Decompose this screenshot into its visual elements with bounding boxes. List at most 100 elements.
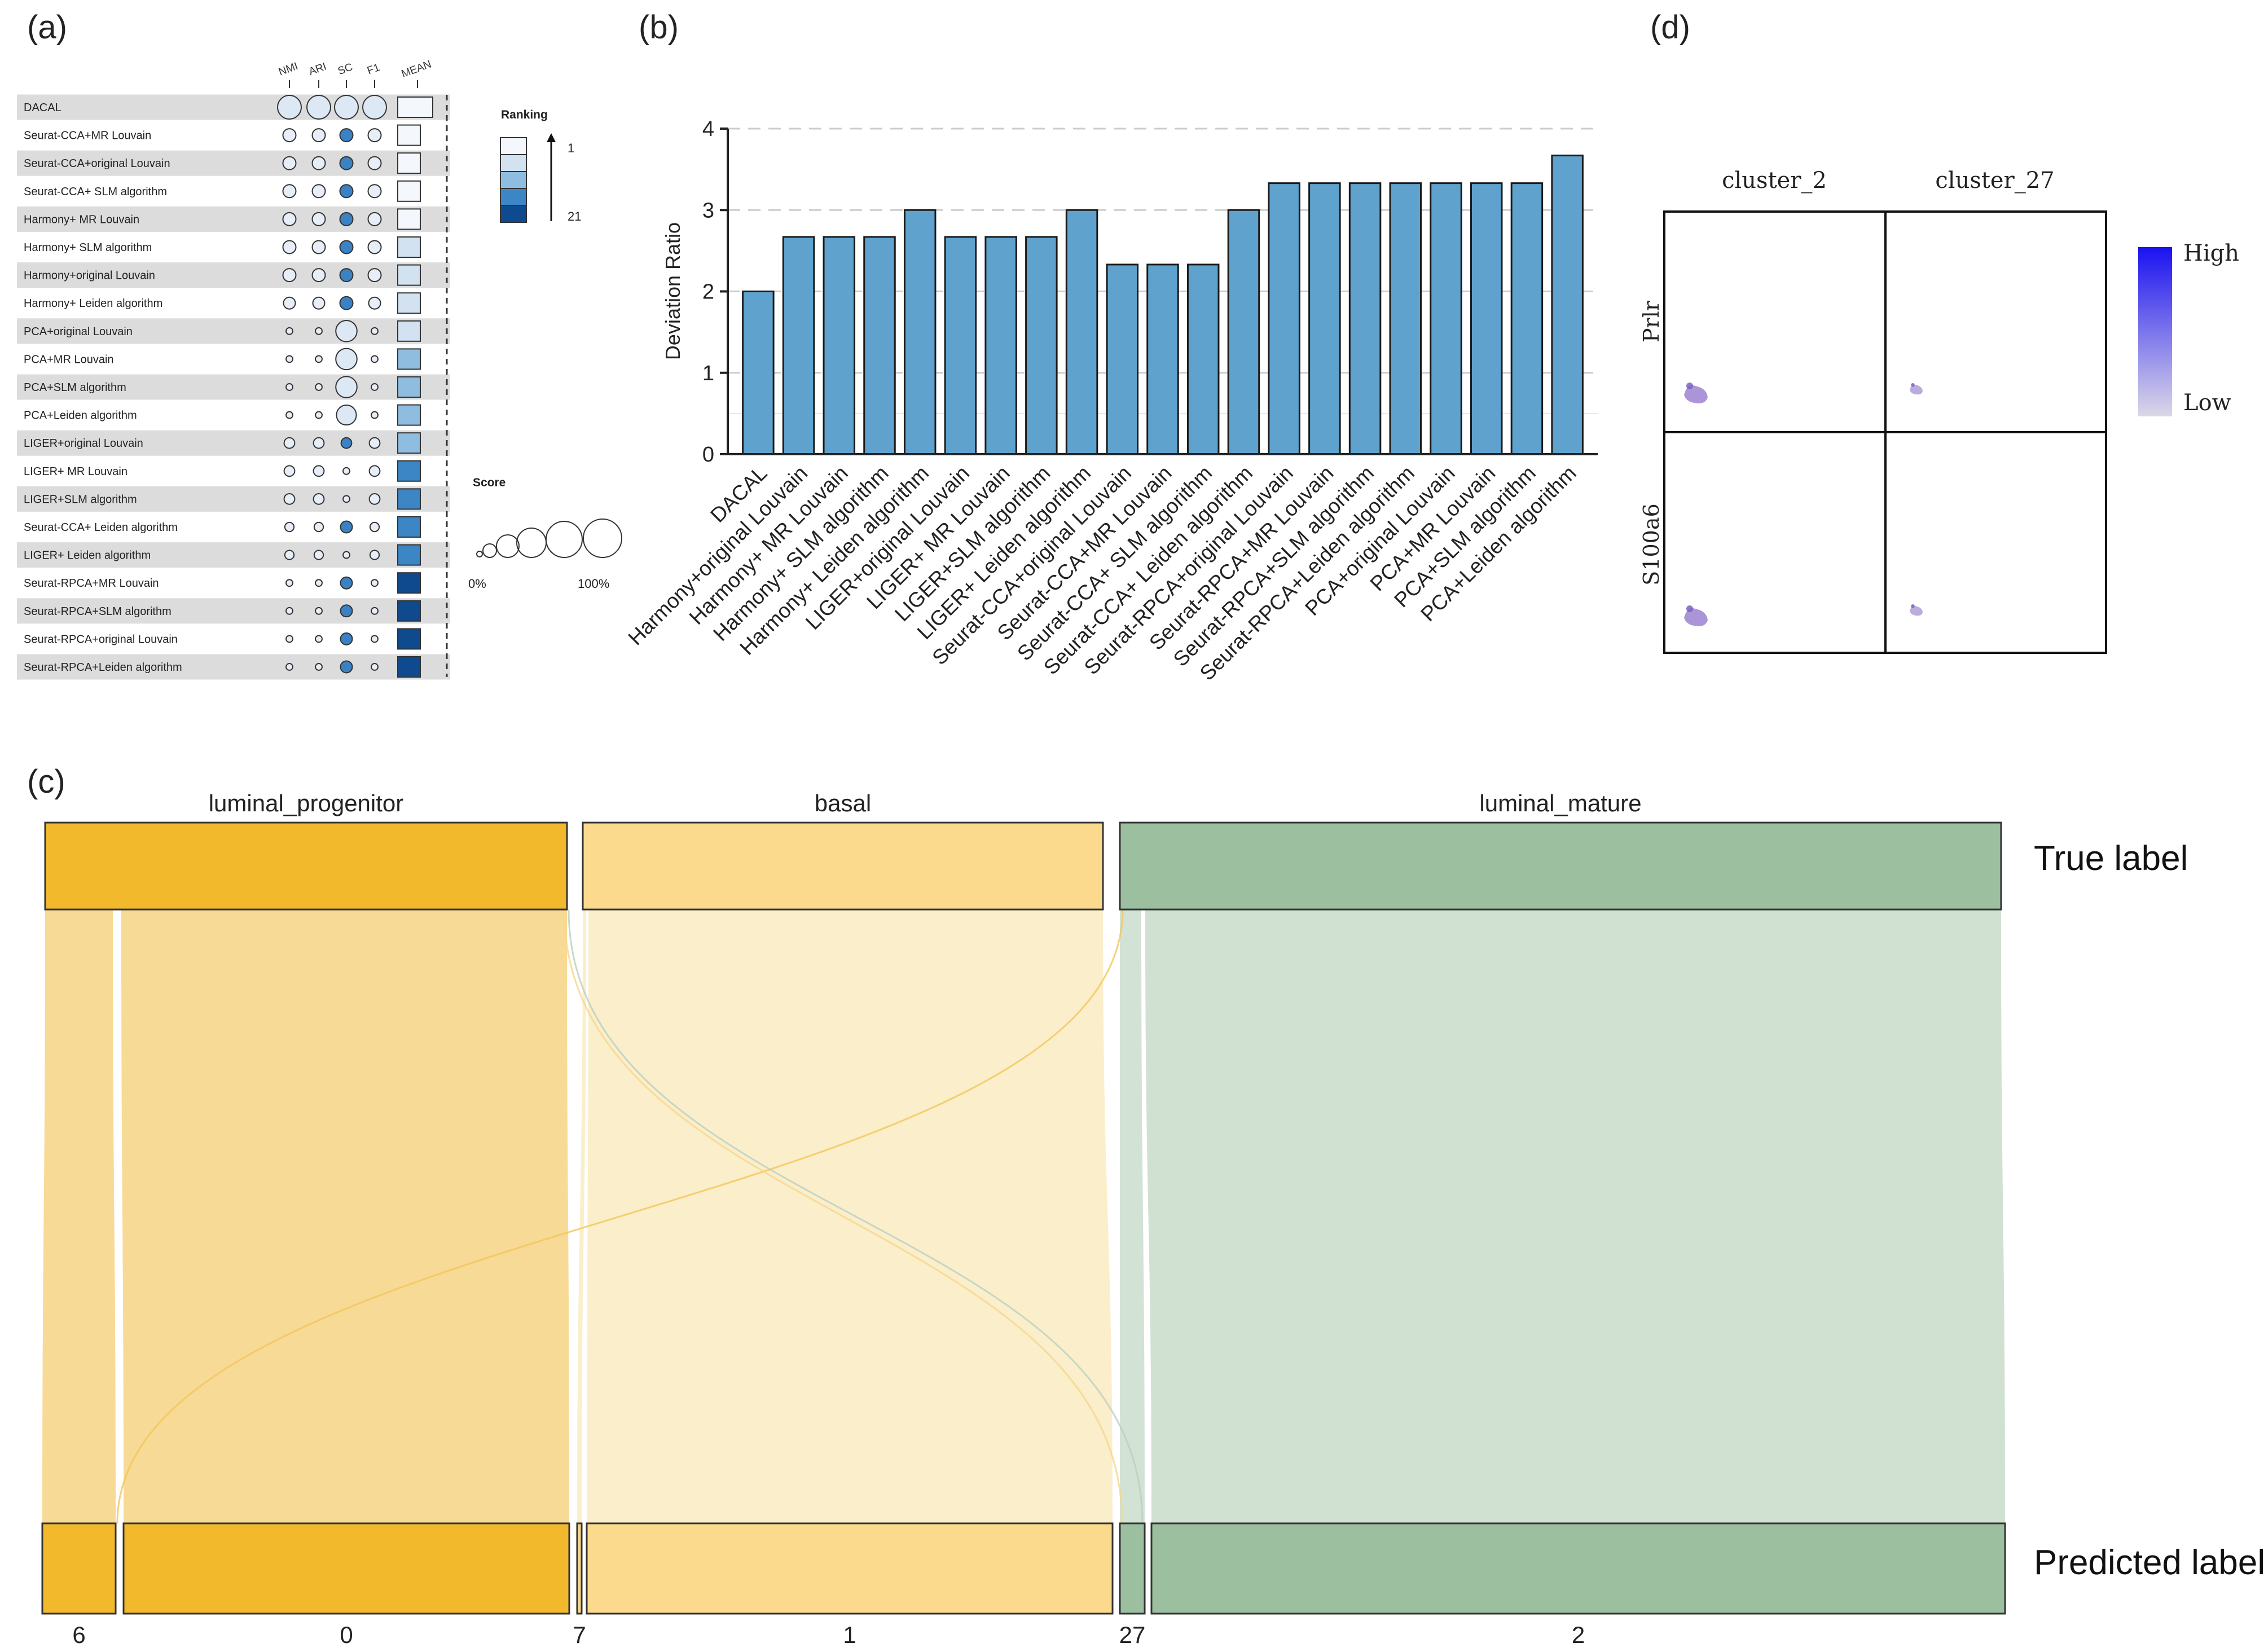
method-label: Harmony+ Leiden algorithm — [24, 297, 162, 310]
y-tick-label: 4 — [702, 117, 714, 141]
score-circle — [340, 576, 353, 590]
mean-rank-swatch — [397, 152, 421, 174]
score-circle — [339, 184, 354, 199]
mean-rank-swatch — [397, 572, 421, 594]
ranking-swatches — [500, 137, 527, 223]
score-circle — [285, 635, 293, 643]
table-column-headers: NMI ARI SC F1 MEAN — [277, 59, 433, 88]
method-label: Seurat-CCA+MR Louvain — [24, 130, 151, 142]
table-row: Seurat-CCA+MR Louvain — [17, 122, 450, 148]
score-circle — [371, 579, 379, 587]
method-label: Seurat-CCA+ SLM algorithm — [24, 186, 167, 198]
true-label-nodes: luminal_progenitor basal luminal_mature — [44, 790, 2002, 911]
score-circle — [311, 184, 326, 199]
method-label: PCA+original Louvain — [24, 326, 133, 338]
score-circle — [284, 521, 295, 533]
table-row: Harmony+ Leiden algorithm — [17, 290, 450, 316]
method-label: PCA+SLM algorithm — [24, 381, 126, 394]
table-rows: DACAL Seurat-CCA+MR Louvain Seurat-CCA+ori… — [17, 94, 450, 680]
score-circle — [306, 95, 331, 120]
score-circle — [282, 240, 297, 254]
expression-dot — [1911, 383, 1915, 387]
row-label-prlr: Prlr — [1639, 300, 1664, 342]
score-circle — [313, 437, 325, 449]
method-label: Seurat-RPCA+original Louvain — [24, 633, 178, 645]
score-circle — [371, 411, 379, 419]
table-row: PCA+Leiden algorithm — [17, 402, 450, 428]
bar — [1308, 182, 1341, 455]
panel-label-d: (d) — [1650, 9, 1690, 46]
score-circle — [362, 95, 387, 120]
mean-rank-swatch — [397, 656, 421, 678]
true-label-axis-title: True label — [2034, 839, 2188, 878]
column-header-nmi: NMI — [277, 60, 300, 78]
column-header-ari: ARI — [307, 61, 328, 78]
method-label: Harmony+ SLM algorithm — [24, 241, 152, 254]
score-circle — [285, 355, 293, 363]
table-row: Seurat-RPCA+Leiden algorithm — [17, 654, 450, 680]
ranking-legend-min: 1 — [568, 141, 574, 155]
sankey-flow-thin — [563, 909, 1123, 1524]
predicted-label-axis-title: Predicted label — [2034, 1543, 2264, 1582]
legend-high-label: High — [2183, 240, 2239, 266]
method-label: LIGER+SLM algorithm — [24, 493, 137, 506]
method-label: Seurat-CCA+original Louvain — [24, 157, 170, 170]
score-circle — [369, 521, 380, 533]
score-circle — [315, 663, 323, 671]
score-circle — [282, 184, 297, 199]
score-circle — [334, 95, 359, 120]
score-circle — [367, 128, 382, 143]
score-circle — [340, 520, 353, 534]
ranking-legend-title: Ranking — [501, 108, 548, 121]
predicted-label-name: 7 — [573, 1622, 586, 1648]
mean-rank-swatch — [397, 264, 421, 286]
bar — [1146, 263, 1179, 455]
predicted-label-name: 0 — [340, 1622, 353, 1648]
table-row: Seurat-CCA+ Leiden algorithm — [17, 514, 450, 540]
score-circle — [335, 320, 358, 342]
mean-rank-swatch — [397, 544, 421, 566]
sankey-flow-band — [121, 910, 569, 1523]
score-circle — [315, 411, 323, 419]
score-circle — [368, 493, 381, 505]
score-legend-max: 100% — [578, 577, 609, 591]
expression-dot — [1686, 383, 1693, 389]
score-circle — [368, 296, 381, 310]
score-circle — [371, 607, 379, 615]
score-circle — [335, 376, 358, 398]
bar — [1510, 182, 1544, 455]
score-circle — [367, 156, 382, 170]
score-circle — [340, 660, 353, 674]
method-label: DACAL — [24, 102, 61, 114]
panel-a-ranking-table: NMI ARI SC F1 MEAN DACAL Seurat-CCA+MR Louvai… — [17, 59, 622, 680]
score-circle — [342, 551, 350, 559]
predicted-label-name: 27 — [1119, 1622, 1146, 1648]
score-circle — [313, 493, 325, 505]
true-label-node — [582, 821, 1104, 911]
score-circle — [315, 635, 323, 643]
score-circle — [285, 663, 293, 671]
score-circle — [368, 465, 381, 477]
score-circle — [339, 128, 354, 143]
score-circle — [339, 268, 354, 283]
score-circle — [313, 550, 324, 560]
bar — [1551, 155, 1584, 455]
bar — [903, 209, 937, 455]
score-circle — [371, 663, 379, 671]
sankey-flow-band — [1120, 910, 1145, 1523]
mean-rank-swatch — [397, 432, 421, 454]
expression-blob — [1684, 385, 1708, 403]
score-circle — [283, 437, 296, 449]
method-label: Harmony+original Louvain — [24, 270, 155, 282]
ranking-swatch — [500, 205, 527, 223]
column-header-f1: F1 — [366, 61, 381, 77]
method-label: Harmony+ MR Louvain — [24, 213, 139, 226]
true-label-name: luminal_progenitor — [209, 790, 404, 816]
score-circle — [371, 635, 379, 643]
expression-blob — [1910, 605, 1923, 616]
column-header-sc: SC — [336, 61, 354, 77]
mean-rank-swatch — [397, 180, 421, 202]
bar — [1430, 182, 1462, 455]
